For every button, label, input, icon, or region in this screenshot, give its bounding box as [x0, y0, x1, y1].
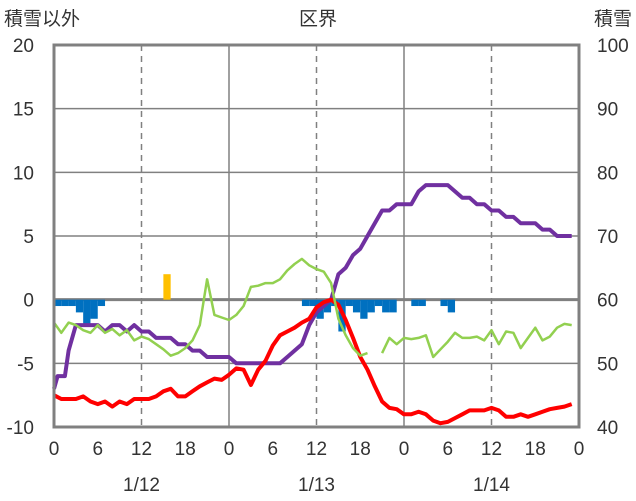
left-axis-label: 積雪以外 — [4, 8, 80, 30]
bar — [90, 299, 98, 319]
bar — [374, 299, 383, 307]
x-tick-label: 0 — [399, 439, 410, 460]
x-tick-label: 18 — [175, 439, 196, 460]
left-y-ticks: 20 15 10 5 0 -5 -10 — [7, 36, 34, 439]
bar — [389, 299, 397, 313]
x-tick-label: 0 — [574, 439, 585, 460]
date-label: 1/12 — [123, 475, 160, 496]
bar — [447, 299, 456, 313]
x-tick-label: 18 — [350, 439, 371, 460]
plot-frame — [52, 43, 581, 429]
y2-tick-label: 70 — [597, 227, 618, 248]
bar — [309, 299, 317, 307]
y2-tick-label: 40 — [597, 418, 618, 439]
bar — [345, 299, 353, 307]
y-tick-label: 20 — [13, 36, 34, 57]
chart-title: 区界 — [299, 8, 337, 30]
y2-tick-label: 80 — [597, 163, 618, 184]
bar — [411, 299, 419, 307]
series-line — [52, 183, 572, 390]
x-tick-label: 6 — [442, 439, 453, 460]
bar — [75, 299, 84, 313]
bar — [367, 299, 375, 313]
x-tick-label: 6 — [92, 439, 103, 460]
bar — [61, 299, 69, 307]
date-label: 1/14 — [473, 475, 510, 496]
series-line — [52, 257, 572, 359]
x-tick-label: 12 — [306, 439, 327, 460]
x-tick-label: 18 — [525, 439, 546, 460]
right-y-ticks: 100 90 80 70 60 50 40 — [597, 36, 629, 439]
y-tick-label: 15 — [13, 100, 34, 121]
lines — [52, 183, 573, 426]
bars — [54, 274, 456, 332]
y2-tick-label: 90 — [597, 100, 618, 121]
y2-tick-label: 50 — [597, 354, 618, 375]
y-tick-label: -5 — [17, 354, 34, 375]
bar — [163, 274, 171, 300]
y-tick-label: 5 — [23, 227, 34, 248]
date-label: 1/13 — [298, 475, 335, 496]
bar — [54, 299, 62, 307]
bar — [418, 299, 426, 307]
bar — [97, 299, 106, 307]
series-line — [53, 297, 573, 426]
bar — [68, 299, 76, 307]
x-tick-label: 0 — [49, 439, 60, 460]
grid — [54, 45, 579, 427]
x-tick-label: 12 — [131, 439, 152, 460]
bar — [323, 299, 332, 313]
y-tick-label: -10 — [7, 418, 34, 439]
x-ticks: 0 6 12 18 0 6 12 18 0 6 12 18 0 — [49, 439, 585, 460]
y2-tick-label: 60 — [597, 291, 618, 312]
right-axis-label: 積雪 — [594, 8, 632, 30]
bar — [352, 299, 361, 313]
bar — [360, 299, 368, 319]
date-labels: 1/12 1/13 1/14 — [123, 475, 510, 496]
y-tick-label: 10 — [13, 163, 34, 184]
x-tick-label: 12 — [481, 439, 502, 460]
bar — [382, 299, 390, 313]
y-tick-label: 0 — [23, 291, 34, 312]
bar — [440, 299, 448, 307]
x-tick-label: 0 — [224, 439, 235, 460]
x-tick-label: 6 — [267, 439, 278, 460]
bar — [83, 299, 91, 324]
bar — [301, 299, 310, 307]
y2-tick-label: 100 — [597, 36, 629, 57]
